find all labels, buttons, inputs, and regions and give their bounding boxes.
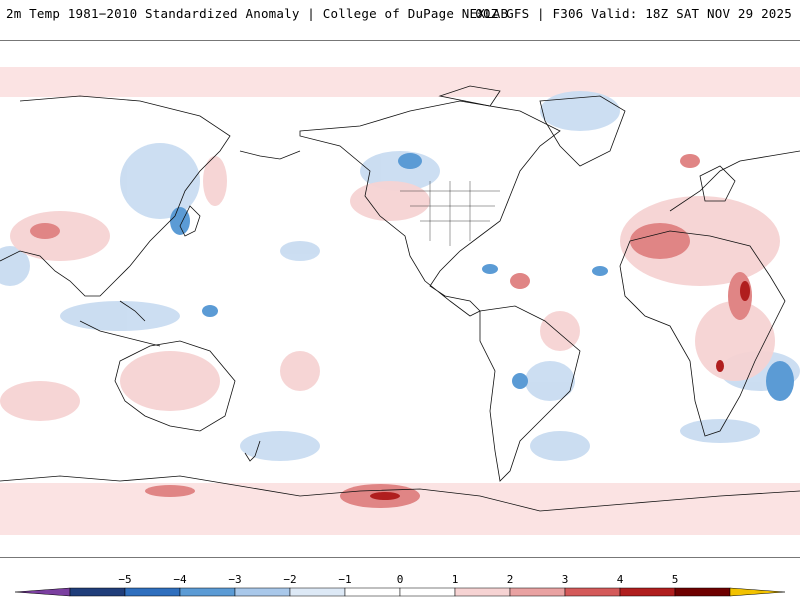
extreme-warm-spots [370, 281, 750, 500]
colorbar-segment [234, 587, 291, 597]
colorbar-segment [729, 587, 786, 597]
colorbar-segment [14, 587, 71, 597]
anomaly-map [0, 40, 800, 558]
map-title: 2m Temp 1981−2010 Standardized Anomaly |… [6, 6, 509, 21]
colorbar-segment [619, 587, 676, 597]
colorbar-segment [674, 587, 731, 597]
colorbar-segment [179, 587, 236, 597]
colorbar-segment [69, 587, 126, 597]
run-valid-time: 00Z GFS | F306 Valid: 18Z SAT NOV 29 202… [475, 6, 792, 21]
colorbar-tick-label: 1 [452, 573, 459, 586]
colorbar-tick-label: −1 [338, 573, 351, 586]
coastlines [0, 85, 800, 512]
colorbar-segment [399, 587, 456, 597]
colorbar-tick-label: 4 [617, 573, 624, 586]
colorbar-tick-label: −2 [283, 573, 296, 586]
colorbar-segment [344, 587, 401, 597]
arctic-band [0, 67, 800, 97]
colorbar: −5 −4 −3 −2 −1 0 1 2 3 4 5 [0, 570, 800, 600]
colorbar-tick-label: −5 [118, 573, 131, 586]
colorbar-tick-label: −3 [228, 573, 241, 586]
colorbar-tick-label: 2 [507, 573, 514, 586]
warm-anomaly-patches [0, 156, 780, 421]
colorbar-tick-label: 3 [562, 573, 569, 586]
colorbar-segment [289, 587, 346, 597]
anomaly-map-svg [0, 41, 800, 557]
colorbar-tick-label: 5 [672, 573, 679, 586]
colorbar-segment [564, 587, 621, 597]
strong-cold-spots [170, 153, 794, 401]
colorbar-segment [509, 587, 566, 597]
colorbar-segment [454, 587, 511, 597]
colorbar-tick-label: −4 [173, 573, 187, 586]
colorbar-tick-label: 0 [397, 573, 404, 586]
map-background [0, 41, 800, 557]
colorbar-segment [124, 587, 181, 597]
us-state-lines [400, 181, 500, 246]
colorbar-svg: −5 −4 −3 −2 −1 0 1 2 3 4 5 [14, 573, 786, 597]
